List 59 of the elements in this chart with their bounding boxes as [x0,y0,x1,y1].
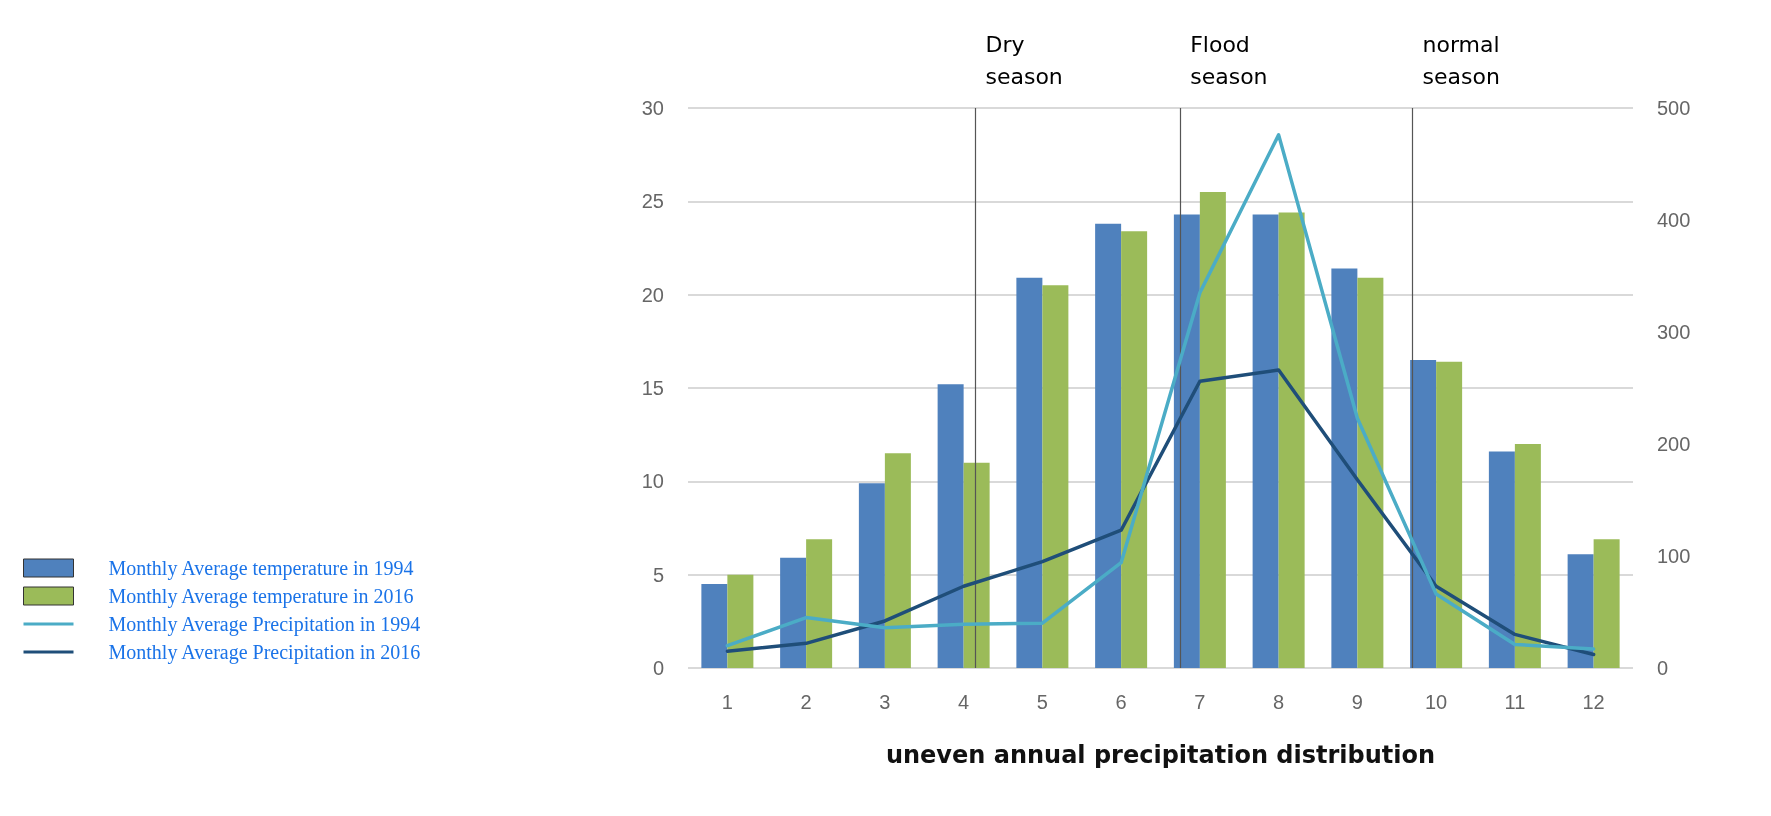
x-tick-label: 5 [1036,691,1048,713]
bar [1173,214,1200,668]
ref-line-label: Flood season [1190,31,1268,89]
y-tick-label: 0 [652,657,664,679]
bar [1488,451,1515,668]
x-tick-label: 10 [1425,691,1448,713]
y2-tick-label: 500 [1657,97,1691,119]
bar [1514,444,1541,668]
y-tick-label: 25 [641,190,664,213]
bar [1095,223,1122,668]
bar [1016,277,1043,668]
bar [1593,539,1620,668]
bar [1436,361,1463,668]
legend-label: Monthly Average temperature in 2016 [108,585,414,608]
y-tick-label: 15 [641,377,664,399]
x-tick-label: 2 [800,691,812,713]
x-tick-label: 9 [1351,691,1363,713]
x-tick-label: 8 [1273,691,1285,713]
bar [1121,231,1148,668]
bar [1410,360,1437,668]
x-tick-label: 1 [721,691,733,713]
line-series [725,368,1596,657]
legend-label: Monthly Average temperature in 1994 [108,557,414,580]
bar [1199,192,1226,668]
bar [806,539,833,668]
bar [780,557,807,668]
bar [701,584,728,668]
bar [727,574,754,668]
line-series [725,133,1596,651]
y-tick-label: 20 [641,283,664,306]
bar [884,453,911,668]
x-tick-label: 12 [1582,691,1605,713]
legend-label: Monthly Average Precipitation in 1994 [108,613,421,636]
x-tick-label: 3 [879,691,891,713]
bar [1278,212,1305,668]
ref-line-label: normal season [1422,31,1507,89]
legend-label: Monthly Average Precipitation in 2016 [108,641,421,664]
y2-tick-label: 400 [1657,209,1691,231]
y2-tick-label: 0 [1657,657,1669,679]
bar [1042,285,1069,668]
x-tick-label: 6 [1115,691,1127,713]
ref-line-label: Dry season [985,31,1063,89]
x-tick-label: 11 [1504,691,1526,713]
x-axis-title: uneven annual precipitation distribution [885,741,1436,769]
x-tick-label: 7 [1194,691,1206,713]
bar [858,483,885,668]
bar [1331,268,1358,668]
y2-tick-label: 100 [1657,545,1691,567]
bar [963,462,990,668]
y2-tick-label: 300 [1657,321,1691,343]
bar [937,384,964,668]
y-tick-label: 10 [641,470,664,493]
bar [1357,277,1384,668]
bar [1252,214,1279,668]
y2-tick-label: 200 [1657,433,1691,455]
y-tick-label: 5 [652,563,664,586]
y-tick-label: 30 [641,97,664,119]
x-tick-label: 4 [958,691,970,713]
bar [1567,554,1594,668]
